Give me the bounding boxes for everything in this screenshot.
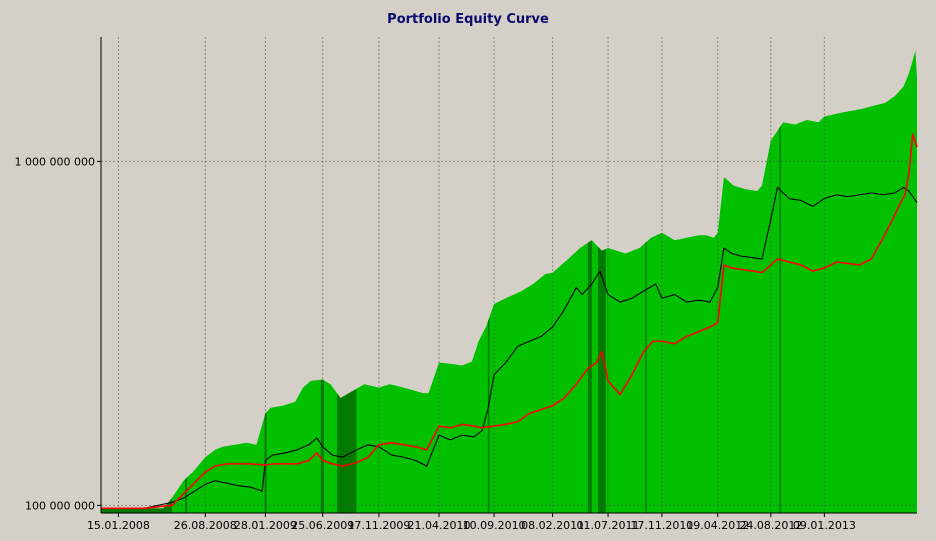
dark-band: [587, 50, 592, 513]
x-tick-label: 08.02.2011: [521, 519, 584, 532]
black-equity-line: [101, 186, 918, 509]
x-tick-label: 17.11.2009: [347, 519, 410, 532]
x-tick-label: 24.08.2012: [739, 519, 802, 532]
x-tick-label: 26.08.2008: [174, 519, 237, 532]
dark-band: [597, 50, 606, 513]
x-tick-label: 21.04.2010: [408, 519, 471, 532]
x-tick-label: 01.07.2011: [577, 519, 640, 532]
chart-title: Portfolio Equity Curve: [387, 12, 549, 27]
red-equity-line: [101, 133, 918, 510]
dark-band: [779, 50, 781, 513]
x-tick-label: 25.06.2009: [291, 519, 354, 532]
dark-band: [645, 50, 647, 513]
x-tick-label: 09.01.2013: [793, 519, 856, 532]
x-tick-label: 09.04.2012: [686, 519, 749, 532]
equity-area: [101, 50, 917, 513]
x-tick-label: 15.01.2008: [87, 519, 150, 532]
y-tick-label: 100 000 000: [25, 499, 95, 512]
x-tick-label: 17.11.2011: [630, 519, 693, 532]
x-tick-label: 10.09.2010: [463, 519, 526, 532]
x-tick-label: 28.01.2009: [234, 519, 297, 532]
y-tick-label: 1 000 000 000: [15, 155, 95, 168]
